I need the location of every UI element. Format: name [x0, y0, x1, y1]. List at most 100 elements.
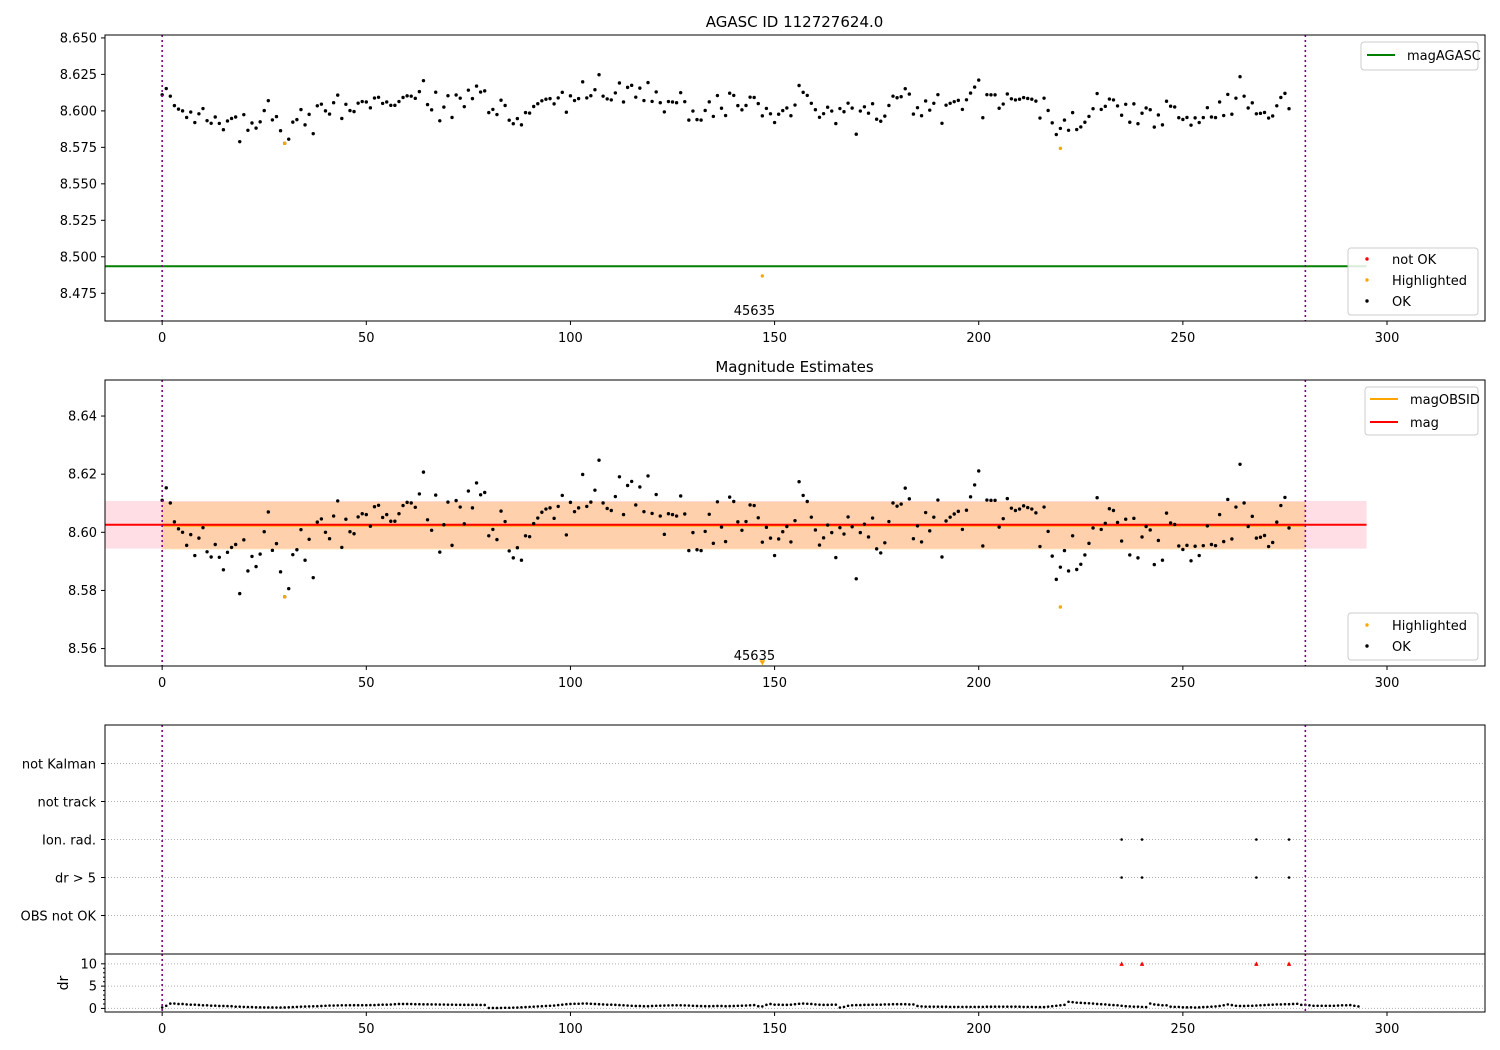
- ok-point: [164, 86, 168, 91]
- dr-point: [1173, 1005, 1177, 1009]
- ok-point: [748, 95, 752, 99]
- ok-point: [785, 106, 789, 110]
- dr-point: [695, 1004, 699, 1008]
- dr-point: [495, 1006, 499, 1010]
- dr-point: [160, 1006, 164, 1009]
- ok-point: [189, 110, 193, 114]
- dr-point: [1075, 1001, 1079, 1004]
- ok-point: [560, 493, 564, 498]
- ok-point: [442, 523, 446, 527]
- ok-point: [454, 93, 458, 97]
- dr-point: [1230, 1003, 1234, 1007]
- dr-point: [789, 1003, 793, 1006]
- dr-point: [957, 1005, 960, 1009]
- dr-point: [348, 1003, 352, 1007]
- ok-point: [1017, 97, 1022, 101]
- dr-point: [295, 1005, 299, 1009]
- panel-agasc-title: AGASC ID 112727624.0: [706, 13, 884, 31]
- dr-point: [320, 1004, 323, 1008]
- ok-point: [242, 112, 246, 117]
- ok-point: [932, 515, 936, 519]
- ok-point: [956, 98, 961, 103]
- ok-point: [1254, 536, 1259, 540]
- dr-point: [1055, 1004, 1058, 1008]
- ok-point: [274, 114, 279, 119]
- ok-point: [707, 512, 711, 516]
- ok-point: [613, 494, 618, 499]
- legend-label-ok: OK: [1392, 640, 1411, 655]
- dr-point: [732, 1004, 736, 1008]
- ok-point: [891, 94, 895, 98]
- ok-point: [172, 520, 177, 524]
- ok-point: [393, 103, 397, 108]
- ok-point: [617, 475, 622, 479]
- ok-point: [1205, 524, 1210, 528]
- ok-point: [287, 137, 291, 141]
- ok-point: [389, 519, 393, 523]
- ok-point: [928, 529, 932, 533]
- dr-point: [1279, 1003, 1283, 1006]
- dr-point: [1030, 1005, 1034, 1009]
- ok-point: [474, 481, 479, 485]
- dr-point: [1087, 1002, 1091, 1005]
- dr-point: [609, 1003, 613, 1006]
- dr-point: [601, 1003, 605, 1006]
- ok-point: [323, 109, 328, 113]
- ok-point: [936, 498, 940, 502]
- dr-outlier-marker: [1254, 961, 1259, 966]
- dr-point: [895, 1002, 899, 1006]
- ok-point: [740, 528, 744, 532]
- dr-point: [1246, 1004, 1250, 1008]
- ok-point: [768, 112, 773, 116]
- ok-point: [1099, 527, 1103, 532]
- dr-point: [177, 1002, 180, 1006]
- ok-point: [597, 458, 601, 462]
- ok-point: [993, 93, 997, 97]
- dr-point: [1112, 1003, 1115, 1007]
- ok-point: [1160, 123, 1165, 127]
- ok-point: [1107, 507, 1112, 511]
- ok-point: [956, 509, 961, 514]
- ok-point: [205, 118, 209, 123]
- ok-point: [760, 114, 765, 118]
- ok-point: [1164, 511, 1169, 515]
- ok-point: [458, 96, 462, 100]
- ok-point: [1001, 516, 1005, 521]
- ok-point: [838, 525, 842, 530]
- ok-point: [499, 98, 503, 102]
- ok-point: [425, 518, 430, 522]
- dr-point: [434, 1003, 438, 1006]
- ok-point: [817, 115, 822, 119]
- ok-point: [854, 132, 858, 136]
- dr-point: [1177, 1005, 1181, 1009]
- ok-point: [560, 90, 564, 95]
- dr-point: [307, 1005, 311, 1008]
- ok-point: [617, 81, 622, 85]
- highlighted-point: [1058, 605, 1063, 609]
- dr-point: [1255, 1004, 1258, 1007]
- ok-point: [1164, 99, 1169, 103]
- ok-point: [405, 94, 409, 98]
- dr-point: [1189, 1006, 1193, 1009]
- ok-point: [699, 548, 703, 553]
- ok-point: [1124, 102, 1128, 107]
- dr-point: [826, 1003, 829, 1007]
- dr-point: [1014, 1005, 1017, 1008]
- dr-point: [169, 1002, 172, 1005]
- ok-point: [879, 551, 883, 555]
- dr-point: [1324, 1004, 1328, 1008]
- ok-point: [189, 532, 193, 537]
- ok-point: [1140, 111, 1144, 115]
- dr-point: [822, 1003, 825, 1007]
- ok-point: [1017, 507, 1022, 511]
- ok-point: [250, 121, 254, 125]
- ok-point: [442, 105, 446, 109]
- ok-point: [1103, 104, 1107, 109]
- ok-point: [1156, 538, 1161, 543]
- ok-point: [923, 99, 928, 103]
- ok-point: [866, 535, 871, 539]
- ok-point: [197, 112, 201, 116]
- dr-point: [589, 1002, 593, 1006]
- ok-point: [1201, 543, 1205, 548]
- ok-point: [666, 511, 671, 516]
